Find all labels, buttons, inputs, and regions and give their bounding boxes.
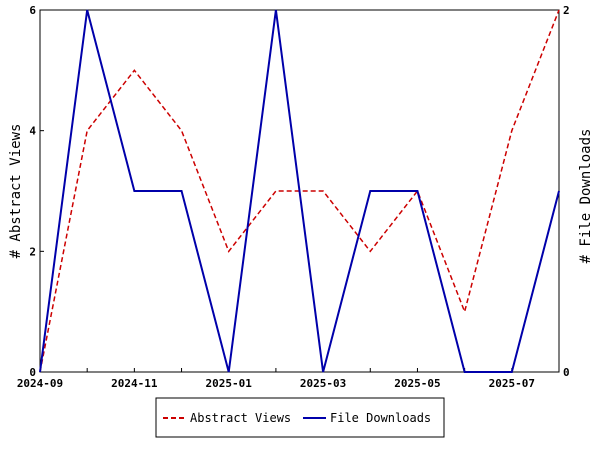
data-point-abstract-views [275, 190, 277, 192]
data-point-abstract-views [133, 69, 135, 71]
x-axis-ticks: 2024-09 2024-11 2025-01 2025-03 2025-05 2025-… [17, 368, 560, 390]
data-point-abstract-views [511, 130, 513, 132]
data-point-file-downloads [322, 371, 324, 373]
data-point-file-downloads [86, 9, 88, 11]
left-y-tick-label: 2 [29, 245, 36, 258]
x-tick-label: 2025-01 [206, 377, 253, 390]
data-point-abstract-views [558, 9, 560, 11]
right-y-axis-ticks: 02 [555, 4, 570, 379]
data-point-file-downloads [133, 190, 135, 192]
left-y-tick-label: 0 [29, 366, 36, 379]
data-point-file-downloads [181, 190, 183, 192]
left-y-tick-label: 6 [29, 4, 36, 17]
left-y-axis-ticks: 0 2 4 6 [29, 4, 44, 379]
data-point-file-downloads [558, 190, 560, 192]
data-point-file-downloads [416, 190, 418, 192]
right-y-tick-label: 2 [563, 4, 570, 17]
x-tick-label: 2025-03 [300, 377, 346, 390]
data-point-file-downloads [39, 371, 41, 373]
data-point-abstract-views [181, 130, 183, 132]
data-point-file-downloads [275, 9, 277, 11]
legend-box [155, 397, 445, 438]
series-line-file-downloads [39, 9, 560, 373]
data-point-file-downloads [228, 371, 230, 373]
legend-label-abstract-views: Abstract Views [190, 411, 291, 425]
x-tick-label: 2024-09 [17, 377, 63, 390]
legend-label-file-downloads: File Downloads [330, 411, 431, 425]
data-point-abstract-views [322, 190, 324, 192]
left-y-axis-title: # Abstract Views [8, 124, 24, 259]
right-y-axis-title: # File Downloads [578, 129, 594, 264]
data-point-abstract-views [369, 250, 371, 252]
data-point-abstract-views [464, 311, 466, 313]
x-tick-label: 2025-05 [394, 377, 440, 390]
data-point-file-downloads [511, 371, 513, 373]
data-point-file-downloads [464, 371, 466, 373]
data-point-abstract-views [86, 130, 88, 132]
right-y-tick-label: 0 [563, 366, 570, 379]
x-tick-label: 2025-07 [489, 377, 535, 390]
series-layer [39, 9, 560, 373]
x-tick-label: 2024-11 [111, 377, 158, 390]
left-y-tick-label: 4 [29, 125, 36, 138]
data-point-abstract-views [228, 250, 230, 252]
data-point-file-downloads [369, 190, 371, 192]
legend: Abstract Views File Downloads [155, 397, 445, 438]
